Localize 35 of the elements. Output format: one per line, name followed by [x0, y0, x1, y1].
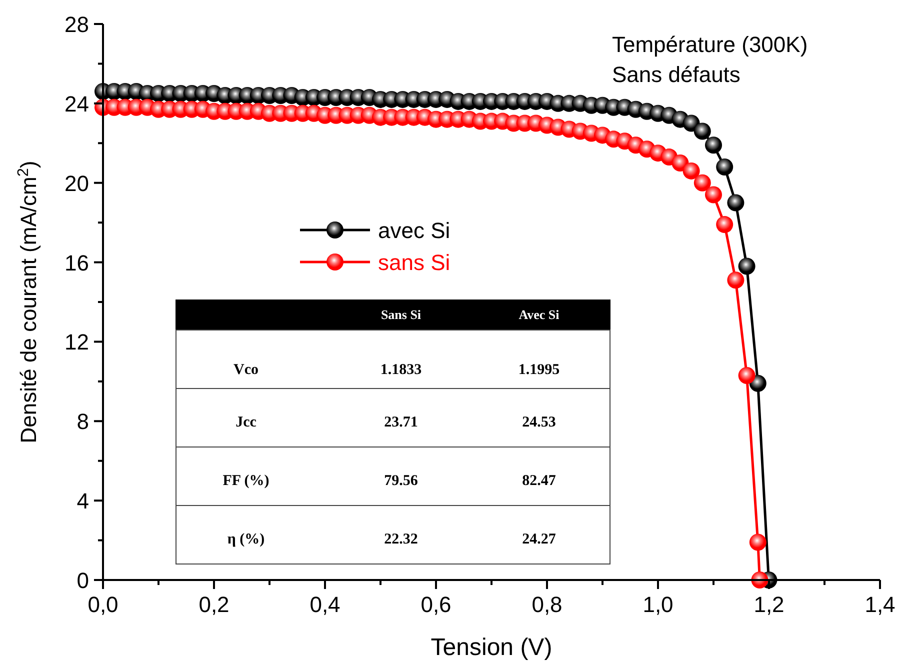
annotation: Température (300K): [612, 32, 808, 57]
y-tick-label: 24: [64, 91, 89, 116]
x-tick-label: 1,4: [864, 592, 896, 617]
legend-label: avec Si: [378, 218, 450, 243]
annotation: 24.53: [522, 414, 556, 430]
annotation: 23.71: [384, 414, 418, 430]
annotation: 79.56: [384, 473, 418, 489]
annotation: η (%): [227, 532, 265, 548]
x-tick-label: 0,2: [198, 592, 230, 617]
legend-label: sans Si: [378, 250, 450, 275]
annotation: FF (%): [222, 473, 270, 489]
x-tick-label: 0,4: [310, 592, 340, 617]
annotation: 24.27: [522, 532, 556, 548]
annotation: 1.1833: [380, 362, 422, 378]
y-tick-label: 16: [64, 250, 89, 276]
annotation: 82.47: [522, 473, 556, 489]
y-tick-label: 4: [76, 488, 89, 514]
y-tick-label: 0: [76, 568, 89, 593]
y-tick-label: 8: [76, 409, 89, 434]
annotation: Avec Si: [518, 307, 560, 322]
annotation: 22.32: [384, 532, 418, 548]
annotation: Sans Si: [380, 307, 422, 322]
x-axis-title: Tension (V): [430, 634, 552, 661]
annotation: Sans défauts: [612, 62, 740, 87]
y-tick-label: 28: [64, 12, 89, 37]
annotation: Vco: [234, 362, 258, 378]
y-tick-label: 12: [64, 330, 89, 355]
x-tick-label: 0,0: [88, 592, 118, 617]
y-tick-label: 20: [64, 170, 89, 196]
annotation: Jcc: [236, 414, 257, 430]
x-tick-label: 1,0: [642, 592, 674, 617]
x-tick-label: 1,2: [754, 592, 784, 617]
annotation: 1.1995: [518, 362, 560, 378]
x-tick-label: 0,6: [420, 592, 452, 617]
x-tick-label: 0,8: [532, 592, 562, 617]
